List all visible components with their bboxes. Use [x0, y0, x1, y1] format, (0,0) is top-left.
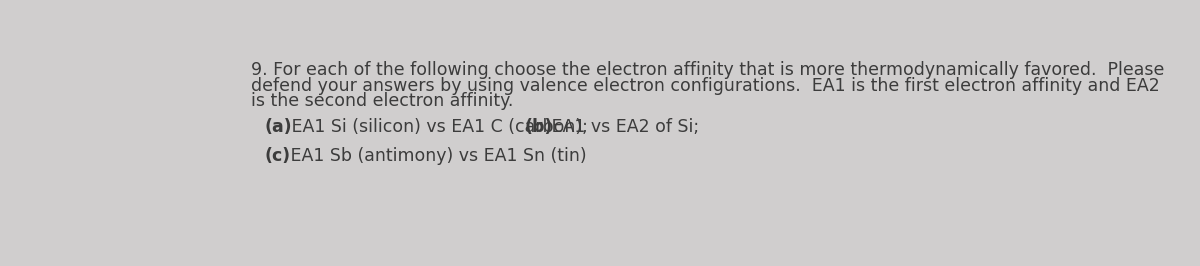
- Text: defend your answers by using valence electron configurations.  EA1 is the first : defend your answers by using valence ele…: [251, 77, 1159, 95]
- Text: EA1 Sb (antimony) vs EA1 Sn (tin): EA1 Sb (antimony) vs EA1 Sn (tin): [284, 147, 587, 165]
- Text: (b): (b): [524, 118, 553, 136]
- Text: (a): (a): [265, 118, 293, 136]
- Text: 9. For each of the following choose the electron affinity that is more thermodyn: 9. For each of the following choose the …: [251, 61, 1164, 79]
- Text: EA1 vs EA2 of Si;: EA1 vs EA2 of Si;: [546, 118, 700, 136]
- Text: EA1 Si (silicon) vs EA1 C (carbon);: EA1 Si (silicon) vs EA1 C (carbon);: [286, 118, 594, 136]
- Text: (c): (c): [265, 147, 290, 165]
- Text: is the second electron affinity.: is the second electron affinity.: [251, 92, 514, 110]
